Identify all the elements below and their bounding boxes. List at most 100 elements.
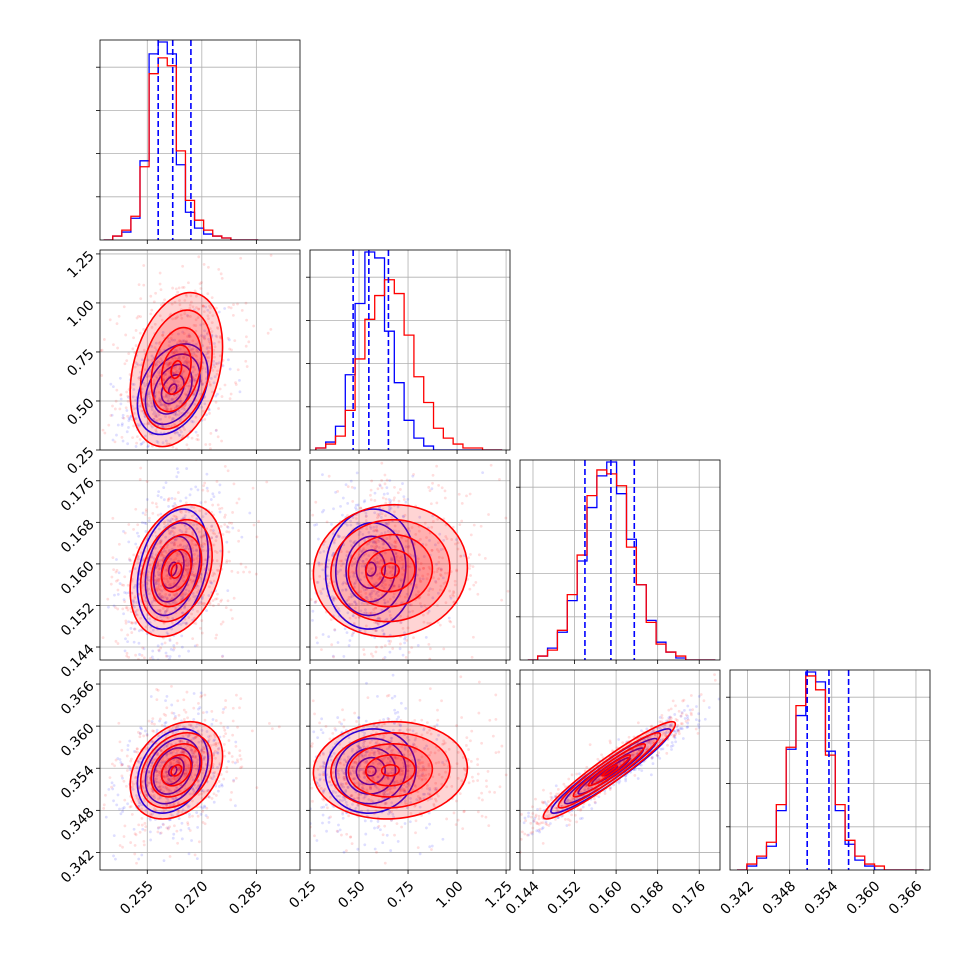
contour-blue-3-1-1 [334, 737, 407, 805]
histogram-3 [737, 670, 924, 870]
contour-red-2-1-0 [312, 503, 469, 638]
hist-step-red-3 [737, 675, 924, 870]
contour-red-3-0-4 [170, 764, 183, 777]
contour-blue-3-1-0 [324, 728, 417, 814]
x-tick-label-1-2: 0.75 [384, 878, 417, 911]
density-fill-3-0-3 [161, 754, 192, 786]
contour-red-3-2-0 [542, 720, 677, 820]
density-fill-1-0-3 [161, 345, 192, 395]
panel-frame-0-0 [99, 39, 301, 241]
density-fill-2-1-2 [348, 534, 433, 607]
density-fill-1-0-2 [151, 327, 202, 412]
density-fill-2-1-0 [313, 504, 468, 637]
density-fill-3-2-3 [588, 754, 631, 786]
x-tick-label-3-2: 0.354 [802, 878, 842, 918]
y-tick-label-3-2: 0.354 [58, 763, 98, 803]
panel-frame-2-1 [309, 459, 511, 661]
contour-blue-2-1-0 [324, 508, 417, 630]
x-tick-label-2-1: 0.152 [544, 878, 584, 918]
panel-frame-2-0 [99, 459, 301, 661]
contour-red-2-0-2 [150, 533, 203, 608]
contour-red-3-2-3 [587, 754, 632, 787]
contour-red-1-0-1 [139, 309, 213, 430]
panel-frame-3-1 [309, 669, 511, 871]
hist-step-red-2 [527, 469, 716, 660]
contour-red-2-1-1 [330, 518, 451, 623]
contour-red-3-1-4 [380, 764, 400, 777]
y-tick-label-2-1: 0.152 [58, 600, 98, 640]
density-fill-2-0-1 [140, 519, 213, 622]
hist-step-blue-1 [315, 251, 503, 450]
density-fill-3-1-3 [365, 754, 415, 786]
contour-red-3-0-3 [160, 754, 192, 787]
density-fill-2-0-2 [151, 534, 202, 607]
density-fill-1-0-1 [140, 310, 213, 430]
y-tick-label-2-4: 0.176 [58, 475, 98, 515]
contour-blue-2-0-0 [136, 508, 209, 630]
contour-red-2-0-4 [170, 562, 183, 579]
x-tick-label-2-2: 0.160 [586, 878, 626, 918]
density-fill-2-1-1 [330, 519, 450, 622]
density-fill-2-0-3 [161, 549, 192, 592]
contour-red-3-2-2 [572, 743, 647, 798]
y-tick-label-3-3: 0.360 [58, 720, 98, 760]
y-tick-label-1-2: 0.75 [64, 346, 97, 379]
y-tick-label-3-4: 0.366 [58, 678, 98, 718]
histogram-1 [315, 250, 503, 450]
y-tick-label-1-4: 1.25 [64, 248, 97, 281]
contour-red-1-0-3 [160, 344, 192, 395]
panel-frame-2-2 [519, 459, 721, 661]
y-tick-label-1-1: 0.50 [64, 395, 97, 428]
hist-step-blue-2 [527, 461, 716, 660]
contour-red-3-0-0 [129, 720, 224, 820]
hist-step-red-0 [103, 57, 259, 240]
density-fill-3-1-0 [313, 721, 468, 819]
grid-1-1 [309, 250, 510, 450]
x-tick-label-1-1: 0.50 [335, 878, 368, 911]
y-tick-label-1-0: 0.25 [64, 444, 97, 477]
panel-frame-1-1 [309, 249, 511, 451]
density-fill-3-2-2 [573, 743, 646, 797]
contour-red-3-0-1 [139, 731, 213, 809]
scatter-blue-1-0 [109, 305, 242, 449]
density-fill-3-0-2 [151, 743, 202, 797]
contour-red-2-1-3 [365, 548, 416, 593]
y-tick-label-3-1: 0.348 [58, 805, 98, 845]
panel-frame-3-3 [729, 669, 931, 871]
contour-red-2-1-4 [380, 562, 400, 579]
contour-red-1-0-0 [129, 291, 224, 448]
contour-red-1-0-4 [170, 360, 183, 380]
contour-blue-1-0-0 [136, 343, 209, 436]
grid-3-3 [730, 670, 930, 870]
contour-blue-3-1-2 [345, 747, 397, 795]
y-tick-label-1-3: 1.00 [64, 297, 97, 330]
contour-red-2-0-0 [129, 503, 224, 638]
joint-panel-3-1 [310, 673, 510, 865]
contour-blue-3-0-4 [167, 765, 178, 777]
scatter-red-3-2 [520, 673, 717, 854]
contour-red-3-2-4 [601, 764, 618, 777]
grid-2-1 [309, 460, 510, 660]
joint-panel-2-0 [101, 460, 269, 660]
y-tick-label-3-0: 0.342 [58, 847, 98, 887]
hist-step-blue-0 [103, 41, 259, 240]
density-fill-3-0-1 [140, 732, 213, 808]
hist-step-blue-3 [737, 671, 924, 870]
x-tick-label-3-3: 0.360 [844, 878, 884, 918]
panel-frame-1-0 [99, 249, 301, 451]
contour-blue-3-0-2 [152, 747, 193, 795]
contour-blue-1-0-2 [152, 363, 193, 415]
x-tick-label-0-1: 0.270 [172, 878, 212, 918]
density-fill-2-0-0 [130, 504, 223, 637]
contour-red-1-0-2 [150, 326, 203, 413]
contour-red-3-1-2 [347, 743, 434, 798]
density-fill-2-1-3 [365, 549, 415, 592]
contour-red-3-1-0 [312, 720, 469, 820]
x-tick-label-3-1: 0.348 [760, 878, 800, 918]
density-fill-3-0-0 [130, 721, 223, 819]
panel-frame-3-0 [99, 669, 301, 871]
contour-blue-3-0-0 [136, 728, 209, 814]
contour-red-3-1-1 [330, 731, 451, 809]
contour-red-3-0-2 [150, 743, 203, 798]
